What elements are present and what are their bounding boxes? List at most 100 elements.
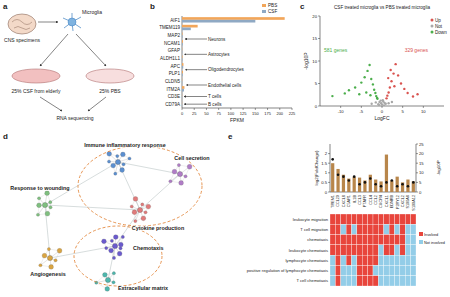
cell — [335, 245, 340, 255]
edge — [45, 162, 118, 205]
cell — [389, 224, 394, 234]
category-label: TREM1 — [331, 195, 335, 208]
edge — [45, 205, 50, 258]
tick — [361, 106, 362, 108]
cell — [357, 214, 362, 224]
tick — [328, 153, 330, 154]
annotation: Astrocytes — [208, 52, 230, 57]
tick — [318, 61, 320, 62]
bar — [336, 169, 339, 192]
node — [45, 191, 50, 196]
tick-label: 1.5 — [321, 161, 327, 166]
tick — [255, 108, 256, 110]
tick-label: 0 — [325, 190, 328, 195]
node-label: Extracellular matrix — [118, 285, 168, 291]
group-outline — [74, 226, 162, 286]
node — [42, 253, 47, 258]
annotation: T cells — [208, 94, 222, 99]
cell — [341, 224, 346, 234]
node — [49, 265, 54, 270]
node — [105, 246, 108, 249]
cell — [357, 245, 362, 255]
point — [380, 99, 382, 101]
cell — [400, 235, 405, 245]
cell — [378, 265, 383, 275]
cell — [373, 235, 378, 245]
point — [387, 91, 389, 93]
cell — [395, 224, 400, 234]
tick — [292, 108, 293, 110]
arrow — [40, 34, 68, 66]
cell — [400, 276, 405, 286]
point — [396, 185, 399, 188]
x-axis — [182, 108, 292, 109]
cell — [405, 245, 410, 255]
node — [111, 163, 116, 168]
point — [378, 104, 380, 106]
node — [187, 164, 192, 169]
cell — [373, 265, 378, 275]
point — [375, 101, 377, 103]
point — [373, 89, 375, 91]
axis-title: log2(FoldChange) — [314, 150, 319, 186]
node — [37, 197, 40, 200]
label: RNA sequencing — [56, 115, 93, 121]
tick — [318, 106, 320, 107]
panel-a: CNS specimensMicroglia25% CSF from elder… — [4, 9, 134, 121]
point — [354, 86, 356, 88]
bar — [182, 94, 183, 97]
cell — [373, 214, 378, 224]
legend-marker — [431, 25, 434, 28]
tick-label: 2 — [325, 151, 328, 156]
legend-label: Down — [435, 30, 447, 35]
point — [386, 94, 388, 96]
cell — [395, 235, 400, 245]
panel-e-heatmap: leukocyte migrationT cell migrationchemo… — [247, 214, 445, 286]
category-label: C5AR1 — [347, 195, 351, 207]
category-label: CXCL2 — [401, 195, 405, 207]
cell — [341, 255, 346, 265]
node — [177, 171, 182, 176]
panel-label: d — [3, 132, 8, 141]
cell — [341, 214, 346, 224]
cell — [405, 224, 410, 234]
legend-swatch — [262, 4, 266, 7]
page: {"panel_labels":["a","b","c","d","e"], "… — [0, 0, 450, 297]
category-label: CCL20 — [336, 195, 340, 207]
tick-label: 15 — [419, 161, 424, 166]
point — [370, 103, 372, 105]
edge — [45, 205, 140, 210]
node — [107, 160, 110, 163]
cell — [400, 255, 405, 265]
point — [360, 81, 362, 83]
arrow — [186, 85, 207, 86]
tick-label: 0 — [381, 109, 384, 114]
cell — [368, 265, 373, 275]
point — [397, 74, 399, 76]
point — [394, 63, 396, 65]
bar — [358, 178, 361, 192]
category-label: TMEM119 — [159, 25, 180, 30]
category-label: MAP2 — [167, 33, 180, 38]
cell — [352, 235, 357, 245]
point — [376, 97, 378, 99]
tick-label: 5 — [419, 180, 422, 185]
arrow — [88, 97, 106, 111]
cell — [335, 214, 340, 224]
tick — [182, 108, 183, 110]
node — [144, 211, 147, 214]
legend-label: Not involved — [424, 241, 445, 245]
bar — [369, 175, 372, 192]
bar — [182, 89, 184, 92]
cell — [395, 265, 400, 275]
cell — [400, 245, 405, 255]
node — [119, 247, 122, 250]
category-label: GFAP — [168, 48, 180, 53]
tick — [267, 108, 268, 110]
node — [102, 239, 107, 244]
node-label: Cell secretion — [174, 155, 209, 161]
panel-e-bars: 00.511.520510152025log2(FoldChange)-log1… — [314, 142, 441, 211]
bar — [182, 28, 191, 31]
tick — [416, 163, 418, 164]
tick — [416, 144, 418, 145]
